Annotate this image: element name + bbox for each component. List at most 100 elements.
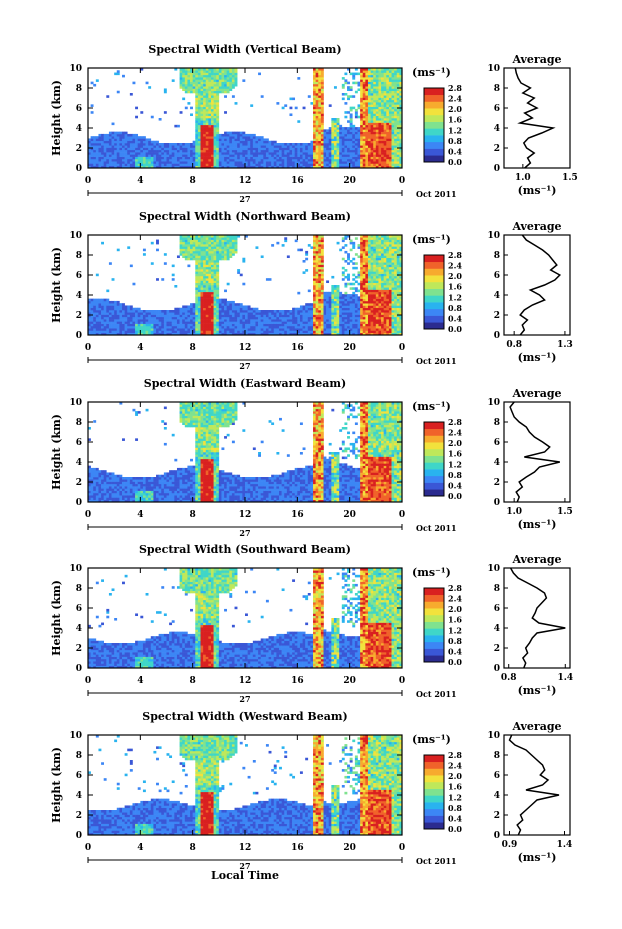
heatmap-cell xyxy=(203,235,207,238)
heatmap-cell xyxy=(208,282,212,286)
heatmap-cell xyxy=(326,129,330,132)
heatmap-cell xyxy=(265,140,269,144)
heatmap-cell xyxy=(98,143,102,146)
heatmap-cell xyxy=(200,257,204,261)
heatmap-cell xyxy=(224,131,227,135)
heatmap-cell xyxy=(344,127,348,130)
heatmap-cell xyxy=(124,149,128,153)
heatmap-cell xyxy=(195,111,199,114)
heatmap-cell xyxy=(203,316,207,320)
heatmap-cell xyxy=(388,122,392,126)
heatmap-cell xyxy=(378,120,382,123)
heatmap-cell xyxy=(208,81,212,85)
heatmap-cell xyxy=(336,310,340,313)
heatmap-cell xyxy=(315,250,319,254)
heatmap-cell xyxy=(148,314,152,318)
heatmap-cell xyxy=(333,140,337,144)
heatmap-cell xyxy=(218,244,222,247)
heatmap-cell xyxy=(216,88,220,92)
heatmap-cell xyxy=(286,165,290,169)
heatmap-cell xyxy=(344,250,348,254)
heatmap-cell xyxy=(381,88,384,92)
heatmap-cell xyxy=(161,163,165,167)
heatmap-cell xyxy=(119,314,123,318)
heatmap-cell xyxy=(203,237,207,240)
heatmap-cell xyxy=(234,250,238,254)
heatmap-cell xyxy=(95,152,99,155)
heatmap-cell xyxy=(208,305,212,309)
heatmap-cell xyxy=(375,145,379,148)
heatmap-cell xyxy=(129,314,133,318)
heatmap-cell xyxy=(318,246,322,249)
heatmap-cell xyxy=(148,138,152,142)
heatmap-cell xyxy=(101,303,104,306)
heatmap-cell xyxy=(347,86,350,89)
heatmap-cell xyxy=(129,156,133,160)
heatmap-cell xyxy=(284,328,288,331)
heatmap-cell xyxy=(333,332,337,336)
heatmap-cell xyxy=(197,269,201,272)
heatmap-cell xyxy=(396,95,400,98)
heatmap-cell xyxy=(195,269,199,272)
heatmap-cell xyxy=(383,95,387,98)
heatmap-cell xyxy=(281,143,285,146)
heatmap-cell xyxy=(161,321,165,324)
heatmap-cell xyxy=(182,241,186,245)
heatmap-cell xyxy=(137,138,141,142)
heatmap-cell xyxy=(163,149,167,153)
heatmap-cell xyxy=(197,163,201,167)
heatmap-cell xyxy=(331,120,335,123)
heatmap-cell xyxy=(205,294,209,297)
heatmap-cell xyxy=(203,93,207,96)
heatmap-cell xyxy=(360,93,364,96)
heatmap-cell xyxy=(326,165,330,169)
heatmap-cell xyxy=(158,310,162,313)
heatmap-cell xyxy=(195,131,199,135)
heatmap-cell xyxy=(370,129,374,132)
heatmap-cell xyxy=(176,145,180,148)
heatmap-cell xyxy=(142,140,146,144)
heatmap-cell xyxy=(182,154,186,157)
heatmap-cell xyxy=(210,291,214,295)
heatmap-cell xyxy=(200,303,204,306)
heatmap-cell xyxy=(362,95,366,98)
heatmap-cell xyxy=(250,156,254,160)
heatmap-cell xyxy=(203,294,207,297)
heatmap-cell xyxy=(352,74,356,78)
heatmap-cell xyxy=(174,314,178,318)
heatmap-cell xyxy=(145,149,149,153)
heatmap-cell xyxy=(339,143,343,146)
heatmap-cell xyxy=(98,325,102,329)
heatmap-cell xyxy=(129,325,133,329)
heatmap-cell xyxy=(354,266,358,270)
heatmap-cell xyxy=(174,285,178,288)
heatmap-cell xyxy=(142,319,146,322)
heatmap-cell xyxy=(221,140,225,144)
heatmap-cell xyxy=(161,332,165,336)
heatmap-cell xyxy=(271,154,275,157)
heatmap-cell xyxy=(184,143,188,146)
heatmap-cell xyxy=(88,163,91,167)
heatmap-cell xyxy=(192,246,196,249)
x-tick-label: 0 xyxy=(85,176,91,186)
heatmap-cell xyxy=(205,305,209,309)
heatmap-cell xyxy=(116,143,120,146)
heatmap-cell xyxy=(339,140,343,144)
heatmap-cell xyxy=(184,90,188,94)
heatmap-cell xyxy=(184,328,188,331)
heatmap-cell xyxy=(95,136,99,139)
heatmap-cell xyxy=(396,93,400,96)
heatmap-cell xyxy=(192,90,196,94)
heatmap-cell xyxy=(205,158,209,162)
heatmap-cell xyxy=(213,241,217,245)
heatmap-cell xyxy=(106,319,110,322)
heatmap-cell xyxy=(307,321,311,324)
heatmap-cell xyxy=(305,312,309,315)
heatmap-cell xyxy=(192,149,196,153)
heatmap-cell xyxy=(239,163,243,167)
heatmap-cell xyxy=(216,106,220,110)
heatmap-cell xyxy=(195,291,199,295)
heatmap-cell xyxy=(273,316,277,320)
heatmap-cell xyxy=(106,152,110,155)
heatmap-cell xyxy=(182,305,186,309)
